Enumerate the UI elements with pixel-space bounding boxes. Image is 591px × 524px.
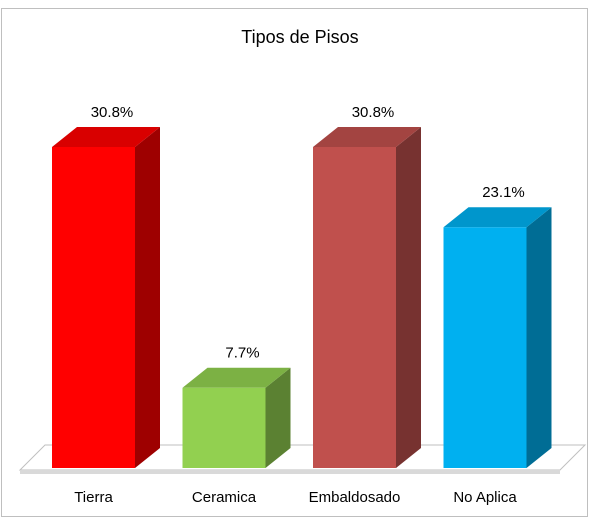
bar-side xyxy=(135,127,160,468)
bar-side xyxy=(396,127,421,468)
bar-top xyxy=(443,207,552,228)
bar-top xyxy=(52,127,160,147)
x-tick-label: Tierra xyxy=(74,489,113,506)
floor-edge xyxy=(20,470,560,474)
bar-top xyxy=(182,367,291,388)
bar xyxy=(52,147,135,468)
x-tick-label: Ceramica xyxy=(192,489,257,506)
bar-top xyxy=(313,127,421,147)
value-label: 7.7% xyxy=(225,345,259,362)
x-tick-label: No Aplica xyxy=(453,489,517,506)
value-label: 30.8% xyxy=(91,104,134,121)
bar xyxy=(313,147,396,468)
value-label: 23.1% xyxy=(482,184,525,201)
value-label: 30.8% xyxy=(352,104,395,121)
bar xyxy=(182,387,266,468)
bar-side xyxy=(526,207,552,468)
bar-side xyxy=(265,367,291,468)
chart-title: Tipos de Pisos xyxy=(241,27,358,47)
bar xyxy=(443,227,527,468)
x-tick-label: Embaldosado xyxy=(309,489,401,506)
